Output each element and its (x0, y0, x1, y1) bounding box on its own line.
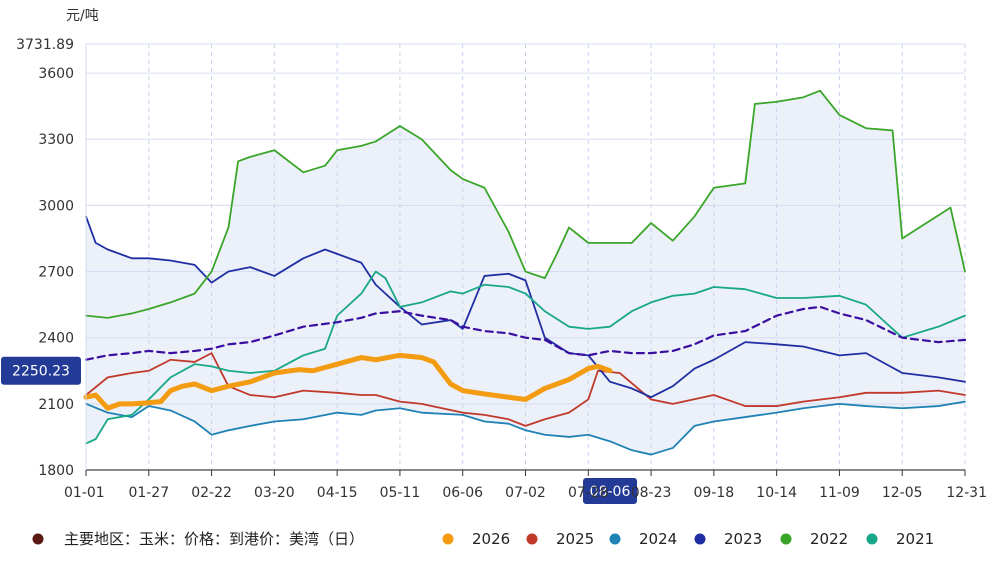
x-tick-label: 09-18 (694, 485, 735, 501)
series-line-2023 (85, 215, 966, 399)
legend-label[interactable]: 2024 (639, 530, 677, 548)
legend-label[interactable]: 2026 (472, 530, 510, 548)
x-tick-label: 08-23 (631, 485, 672, 501)
x-tick-label: 01-01 (64, 485, 105, 501)
legend-label[interactable]: 2021 (896, 530, 934, 548)
x-tick-label: 05-11 (380, 485, 421, 501)
legend-label[interactable]: 2023 (724, 530, 762, 548)
y-tick-label: 2100 (38, 397, 74, 413)
x-tick-label: 12-05 (882, 485, 923, 501)
legend: 主要地区：玉米：价格：到港价：美湾（日） 2026 2025 2024 2023 2022… (32, 530, 934, 548)
crosshair-y-badge (1, 356, 81, 385)
crosshair: 2250.23 08-06 (1, 356, 638, 504)
legend-marker[interactable] (32, 533, 44, 545)
legend-marker[interactable] (866, 533, 878, 545)
x-tick-label: 06-06 (442, 485, 483, 501)
legend-label[interactable]: 主要地区：玉米：价格：到港价：美湾（日） (64, 530, 364, 548)
x-tick-label: 12-31 (946, 485, 987, 501)
legend-marker[interactable] (694, 533, 706, 545)
axes: 1800 2100 2400 2700 3000 3300 3600 3731.89 01-01… (16, 37, 987, 501)
y-tick-label: 3000 (38, 198, 74, 214)
series-line-2025 (85, 352, 966, 427)
y-axis-unit-label: 元/吨 (66, 8, 99, 24)
y-tick-label: 1800 (38, 463, 74, 479)
series-line-2022 (85, 89, 966, 319)
series-lines (83, 89, 967, 456)
x-tick-label: 11-09 (819, 485, 860, 501)
series-line-2021 (85, 270, 966, 445)
x-tick-label: 03-20 (254, 485, 295, 501)
legend-marker[interactable] (609, 533, 621, 545)
y-tick-label: 2400 (38, 331, 74, 347)
legend-marker[interactable] (526, 533, 538, 545)
legend-marker[interactable] (442, 533, 454, 545)
x-tick-label: 04-15 (317, 485, 358, 501)
y-tick-label: 2700 (38, 265, 74, 281)
series-line-2026 (83, 352, 613, 411)
x-tick-label: 07-28 (568, 485, 609, 501)
y-tick-label: 3600 (38, 66, 74, 82)
crosshair-x-badge (583, 478, 638, 504)
x-tick-label: 02-22 (191, 485, 232, 501)
crosshair-y-value: 2250.23 (12, 364, 70, 380)
y-tick-label: 3300 (38, 132, 74, 148)
legend-label[interactable]: 2025 (556, 530, 594, 548)
x-tick-label: 01-27 (128, 485, 169, 501)
series-line-2024 (85, 400, 966, 456)
series-line-average (84, 305, 967, 361)
x-tick-label: 10-14 (756, 485, 797, 501)
legend-label[interactable]: 2022 (810, 530, 848, 548)
crosshair-x-value: 08-06 (590, 484, 631, 500)
x-tick-label: 07-02 (505, 485, 546, 501)
legend-marker[interactable] (780, 533, 792, 545)
y-max-label: 3731.89 (16, 37, 74, 53)
